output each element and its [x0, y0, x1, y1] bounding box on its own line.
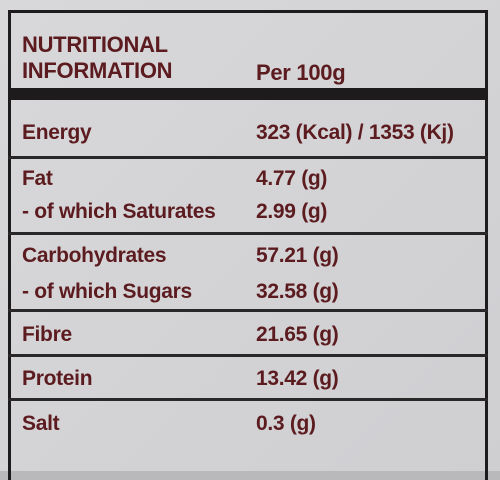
nutrient-value: 323 (Kcal) / 1353 (Kj) [256, 121, 454, 144]
row-divider [8, 398, 488, 401]
nutrient-value: 2.99 (g) [256, 200, 328, 223]
header-bar [8, 88, 488, 100]
nutrient-name: - of which Sugars [22, 280, 192, 303]
row-divider [8, 156, 488, 159]
row-divider [8, 232, 488, 235]
column-header: Per 100g [256, 60, 346, 85]
nutrient-value: 13.42 (g) [256, 367, 339, 390]
nutrient-value: 21.65 (g) [256, 323, 339, 346]
nutrient-name: Energy [22, 121, 92, 144]
nutrient-value: 4.77 (g) [256, 167, 328, 190]
row-divider [8, 354, 488, 357]
table-border [8, 10, 488, 480]
nutrient-name: Fat [22, 167, 53, 190]
nutrient-value: 57.21 (g) [256, 244, 339, 267]
nutrient-name: Fibre [22, 323, 72, 346]
row-divider [8, 309, 488, 312]
nutrient-name: Salt [22, 412, 60, 435]
nutrient-name: - of which Saturates [22, 200, 216, 223]
nutrient-value: 32.58 (g) [256, 280, 339, 303]
nutrient-name: Carbohydrates [22, 244, 167, 267]
table-title: NUTRITIONAL INFORMATION [22, 32, 173, 83]
nutrient-name: Protein [22, 367, 93, 390]
nutrient-value: 0.3 (g) [256, 412, 316, 435]
